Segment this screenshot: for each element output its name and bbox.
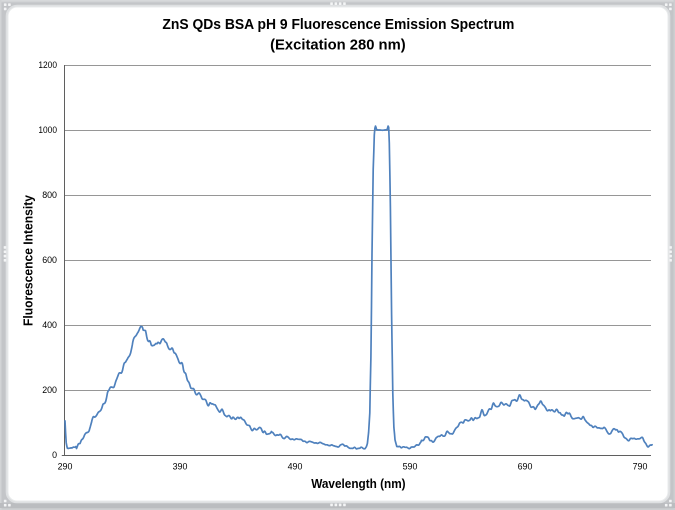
svg-text:800: 800 [42, 190, 57, 200]
svg-text:790: 790 [633, 461, 648, 471]
svg-text:600: 600 [42, 255, 57, 265]
svg-text:690: 690 [518, 461, 533, 471]
svg-text:590: 590 [403, 461, 418, 471]
svg-text:0: 0 [52, 450, 57, 460]
svg-text:(Excitation 280 nm): (Excitation 280 nm) [270, 37, 406, 53]
svg-text:390: 390 [173, 461, 188, 471]
svg-text:1000: 1000 [38, 125, 57, 135]
svg-text:ZnS QDs BSA pH 9 Fluorescence: ZnS QDs BSA pH 9 Fluorescence Emission S… [162, 17, 514, 33]
svg-text:400: 400 [42, 320, 57, 330]
svg-text:290: 290 [58, 461, 73, 471]
svg-text:Fluorescence Intensity: Fluorescence Intensity [22, 195, 36, 326]
svg-text:1200: 1200 [38, 60, 57, 70]
svg-text:490: 490 [288, 461, 303, 471]
svg-text:Wavelength (nm): Wavelength (nm) [311, 477, 405, 491]
svg-text:200: 200 [42, 385, 57, 395]
